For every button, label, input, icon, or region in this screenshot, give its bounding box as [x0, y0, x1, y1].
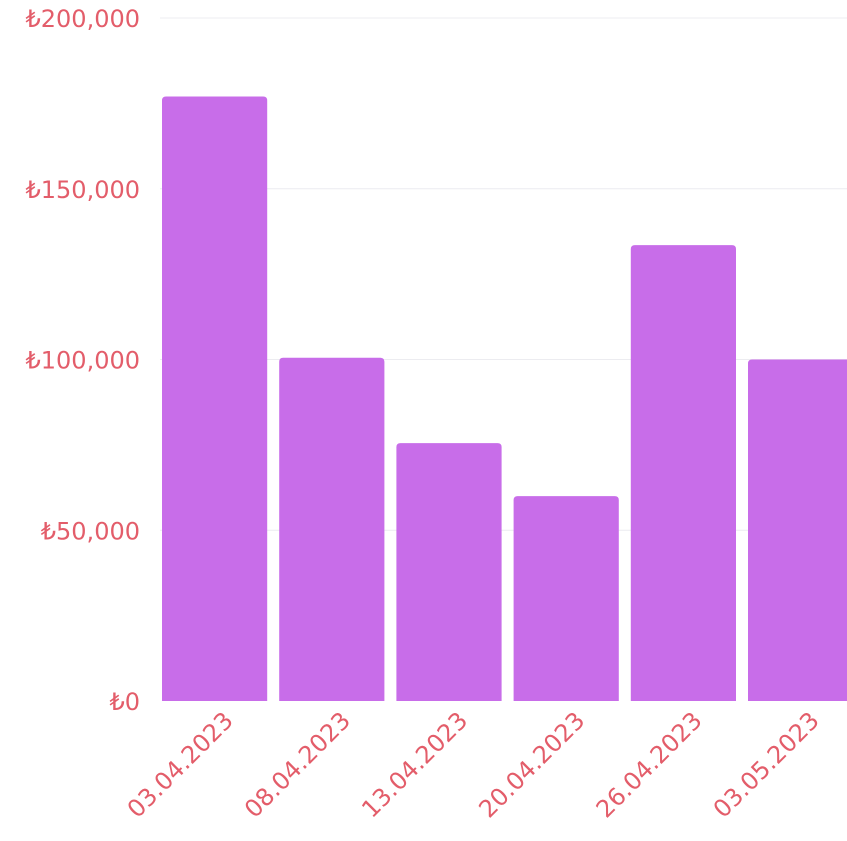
bar[interactable]	[513, 496, 619, 701]
y-tick-label: ₺200,000	[25, 5, 140, 33]
x-tick-label: 03.05.2023	[708, 706, 825, 823]
y-tick-label: ₺150,000	[25, 176, 140, 204]
y-tick-label: ₺50,000	[41, 517, 140, 545]
bar[interactable]	[279, 357, 385, 701]
bars	[162, 96, 847, 702]
bar[interactable]	[630, 245, 736, 701]
x-axis-ticks: 03.04.2023 08.04.2023 13.04.2023 20.04.2023…	[122, 706, 825, 823]
x-tick-label: 03.04.2023	[122, 706, 239, 823]
bar[interactable]	[748, 359, 847, 702]
y-tick-label: ₺100,000	[25, 347, 140, 375]
x-tick-label: 26.04.2023	[591, 706, 708, 823]
x-tick-label: 20.04.2023	[473, 706, 590, 823]
bar[interactable]	[162, 96, 268, 702]
y-axis-ticks: ₺0 ₺50,000 ₺100,000 ₺150,000 ₺200,000	[25, 5, 140, 716]
bar[interactable]	[396, 443, 502, 701]
x-tick-label: 08.04.2023	[239, 706, 356, 823]
x-tick-label: 13.04.2023	[356, 706, 473, 823]
y-tick-label: ₺0	[109, 688, 140, 716]
